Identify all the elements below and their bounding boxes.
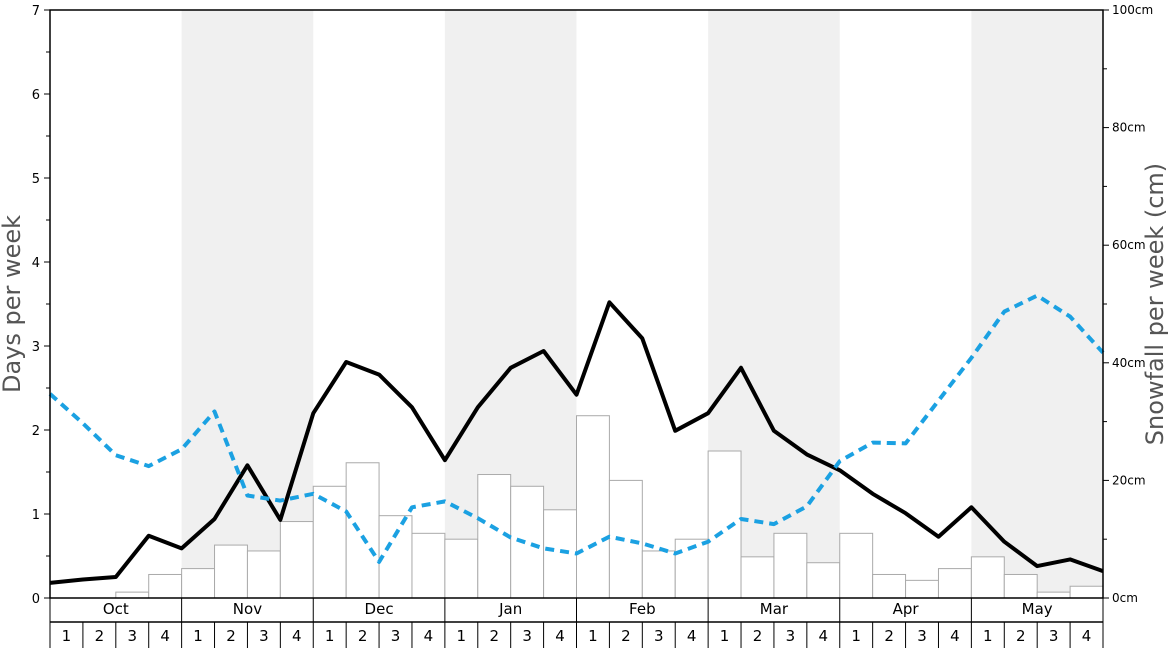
snowfall-bar bbox=[312, 485, 347, 599]
snowfall-bar bbox=[970, 556, 1005, 599]
right-tick-label: 60cm bbox=[1112, 238, 1146, 252]
snowfall-bar bbox=[872, 573, 907, 599]
month-label-oct: Oct bbox=[103, 600, 129, 618]
week-label: 4 bbox=[160, 627, 170, 645]
snowfall-bar bbox=[115, 591, 150, 599]
week-label: 3 bbox=[522, 627, 532, 645]
week-label: 4 bbox=[819, 627, 829, 645]
snowfall-bar bbox=[279, 521, 314, 599]
left-tick-label: 6 bbox=[32, 88, 40, 103]
snowfall-bar bbox=[148, 573, 183, 599]
snowfall-bar bbox=[839, 532, 874, 599]
right-tick-label: 80cm bbox=[1112, 121, 1146, 135]
snowfall-bar bbox=[345, 462, 380, 599]
month-shading bbox=[181, 10, 1103, 598]
snowfall-bar bbox=[707, 450, 742, 599]
snowfall-bar bbox=[806, 562, 841, 599]
y-axis-left-title: Days per week bbox=[0, 215, 26, 393]
snowfall-bars bbox=[115, 415, 1104, 599]
month-label-jan: Jan bbox=[498, 600, 522, 618]
left-tick-label: 4 bbox=[32, 256, 40, 271]
week-label: 3 bbox=[917, 627, 927, 645]
left-tick-label: 5 bbox=[32, 172, 40, 187]
snowfall-bar bbox=[246, 550, 281, 599]
month-shade-may bbox=[971, 10, 1103, 598]
right-tick-label: 20cm bbox=[1112, 473, 1146, 487]
week-label: 4 bbox=[687, 627, 697, 645]
week-label: 1 bbox=[720, 627, 730, 645]
snowfall-bar bbox=[214, 544, 248, 599]
week-label: 1 bbox=[983, 627, 993, 645]
week-label: 3 bbox=[259, 627, 269, 645]
left-tick-label: 7 bbox=[32, 4, 40, 19]
snowfall-bar bbox=[740, 556, 775, 599]
snowfall-bar bbox=[1069, 585, 1104, 599]
month-shade-nov bbox=[181, 10, 314, 598]
week-label: 3 bbox=[391, 627, 401, 645]
snowfall-bar bbox=[937, 568, 972, 599]
y-axis-right-title: Snowfall per week (cm) bbox=[1141, 163, 1168, 445]
left-tick-label: 1 bbox=[32, 508, 40, 523]
snowfall-bar bbox=[543, 509, 577, 599]
right-tick-label: 0cm bbox=[1112, 591, 1138, 605]
week-label: 2 bbox=[621, 627, 631, 645]
week-label: 3 bbox=[654, 627, 664, 645]
week-label: 3 bbox=[1049, 627, 1059, 645]
week-label: 2 bbox=[1016, 627, 1026, 645]
week-label: 1 bbox=[62, 627, 72, 645]
week-label: 1 bbox=[193, 627, 203, 645]
snowfall-bar bbox=[411, 532, 446, 599]
snowfall-bar bbox=[378, 515, 413, 599]
snowfall-bar bbox=[510, 485, 545, 599]
week-label: 2 bbox=[489, 627, 499, 645]
snowfall-bar bbox=[1003, 573, 1038, 599]
snowfall-bar bbox=[576, 415, 610, 599]
month-label-nov: Nov bbox=[233, 600, 262, 618]
snowfall-bar bbox=[773, 532, 808, 599]
week-label: 2 bbox=[358, 627, 368, 645]
week-label: 2 bbox=[884, 627, 894, 645]
snowfall-bar bbox=[905, 579, 939, 599]
month-axis-row: Oct Nov Dec Jan Feb Mar Apr May bbox=[49, 598, 1104, 623]
week-label: 1 bbox=[588, 627, 598, 645]
week-label: 4 bbox=[424, 627, 434, 645]
week-label: 4 bbox=[950, 627, 960, 645]
series-lines bbox=[48, 293, 1105, 585]
left-tick-label: 0 bbox=[32, 592, 40, 607]
right-tick-label: 100cm bbox=[1112, 3, 1153, 17]
week-axis-row: 1 2 3 4 1 2 3 4 1 2 3 4 1 2 3 4 1 2 3 4 1 2 3 4 1 2 3 4 1 2 3 4 bbox=[49, 622, 1104, 648]
dashed-series-line bbox=[48, 293, 1105, 564]
left-tick-label: 3 bbox=[32, 340, 40, 355]
month-label-mar: Mar bbox=[760, 600, 789, 618]
right-tick-label: 40cm bbox=[1112, 356, 1146, 370]
month-label-feb: Feb bbox=[629, 600, 656, 618]
week-label: 2 bbox=[753, 627, 763, 645]
right-axis-labels: 0cm 20cm 40cm 60cm 80cm 100cm bbox=[1112, 3, 1153, 605]
solid-series-line bbox=[49, 300, 1104, 585]
snowfall-bar bbox=[608, 479, 643, 599]
month-label-may: May bbox=[1022, 600, 1053, 618]
week-label: 1 bbox=[457, 627, 467, 645]
week-label: 4 bbox=[1082, 627, 1092, 645]
week-label: 1 bbox=[325, 627, 335, 645]
week-label: 3 bbox=[127, 627, 137, 645]
left-axis-labels: 0 1 2 3 4 5 6 7 bbox=[32, 4, 40, 607]
left-tick-label: 2 bbox=[32, 424, 40, 439]
snowfall-bar bbox=[641, 550, 676, 599]
week-label: 2 bbox=[95, 627, 105, 645]
snowfall-bar bbox=[1036, 591, 1071, 599]
week-label: 3 bbox=[786, 627, 796, 645]
week-label: 4 bbox=[292, 627, 302, 645]
snowfall-bar bbox=[444, 538, 479, 599]
snowfall-bar bbox=[181, 568, 216, 599]
week-label: 4 bbox=[555, 627, 565, 645]
week-label: 1 bbox=[851, 627, 861, 645]
month-label-dec: Dec bbox=[365, 600, 394, 618]
month-label-apr: Apr bbox=[893, 600, 920, 618]
week-label: 2 bbox=[226, 627, 236, 645]
